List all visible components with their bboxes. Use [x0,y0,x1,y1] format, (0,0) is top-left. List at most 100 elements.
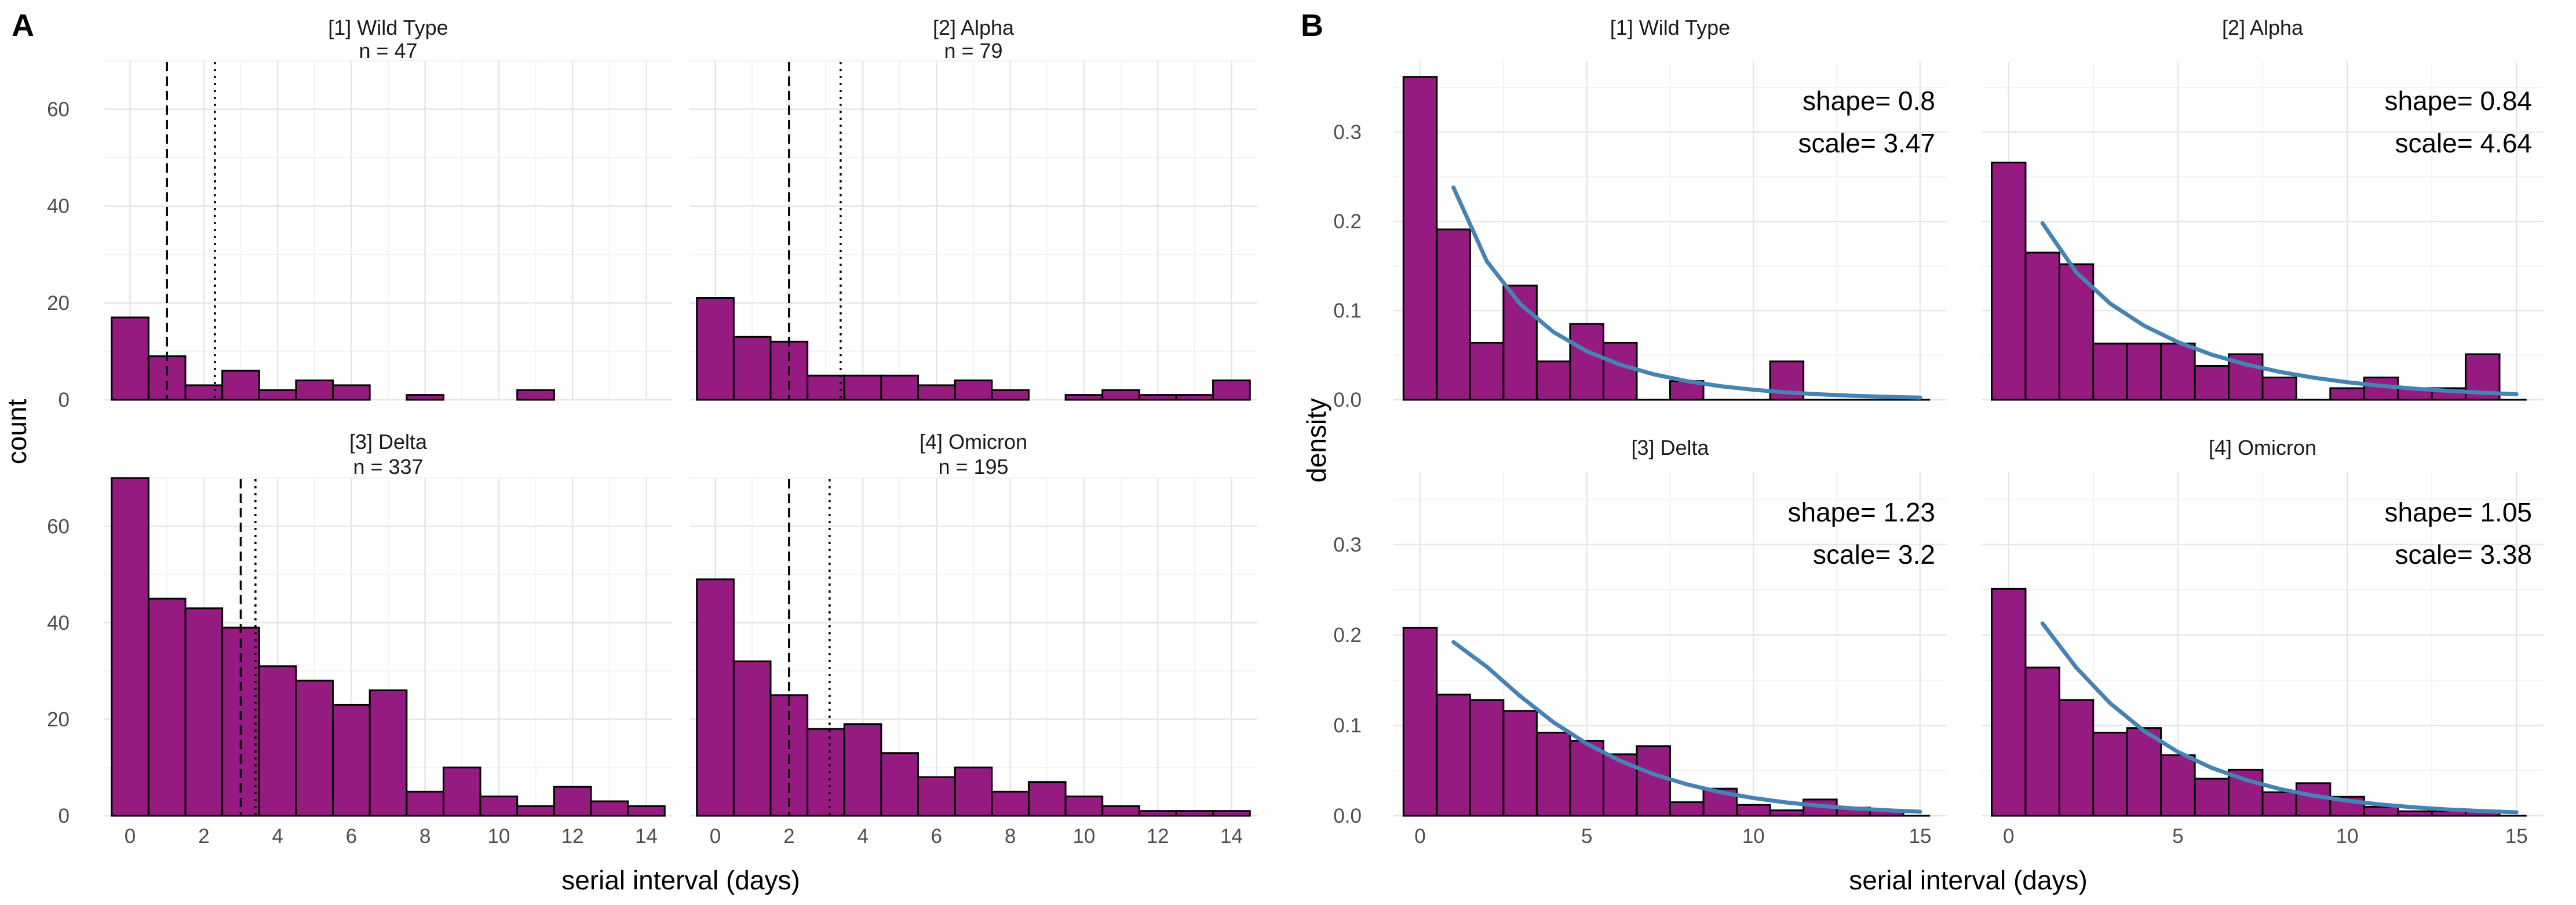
fitted-curve [2040,221,2519,396]
histogram-bar [111,477,149,817]
histogram-bar [2363,805,2399,817]
x-tick-label: 4 [272,825,283,848]
histogram-bar [1402,76,1438,401]
histogram-bar [368,689,408,817]
histogram-bar [442,767,481,817]
y-tick-label: 0.3 [1333,534,1362,556]
fitted-curve [2040,621,2519,815]
x-tick-label: 10 [487,825,510,848]
facet-b-4: shape= 1.05 scale= 3.38 [4] Omicron 0 5 10 15 [1982,436,2544,848]
facet-title: [2] Alpha [933,16,1015,39]
scale-label: scale= 3.47 [1798,128,1935,158]
x-tick-label: 6 [931,825,942,848]
x-tick-label: 6 [346,825,357,848]
histogram-bar [1101,389,1140,401]
x-tick-label: 12 [1147,825,1169,848]
x-tick-label: 10 [1742,825,1765,848]
y-tick-label: 60 [47,515,70,538]
histogram-bar [1101,805,1140,817]
x-tick-label: 0 [710,825,721,848]
shape-label: shape= 1.23 [1787,497,1935,527]
x-tick-label: 14 [1220,825,1243,848]
facet-b-1: shape= 0.8 scale= 3.47 [1] Wild Type 0.0 0.1… [1333,16,1947,411]
histogram-bar [2194,365,2230,401]
histogram-bar [1469,341,1505,401]
x-tick-label: 2 [198,825,209,848]
histogram-bar [1636,745,1672,817]
panel-b-tag: B [1301,8,1323,43]
histogram-bar [954,379,993,401]
fitted-curve [1451,185,1922,400]
histogram-bar [184,384,224,401]
histogram-bar [111,316,149,401]
histogram-bar [1175,810,1214,817]
x-axis-title: serial interval (days) [1849,865,2088,895]
shape-label: shape= 0.8 [1803,86,1935,116]
histogram-bar [2126,342,2162,401]
y-tick-label: 0.0 [1333,805,1362,827]
x-tick-label: 2 [783,825,794,848]
facet-n-label: n = 47 [359,39,417,63]
y-tick-label: 40 [47,612,70,634]
histogram-bar [406,394,444,401]
histogram-bar [954,767,993,817]
histogram-bar [553,786,592,817]
facet-title: [2] Alpha [2222,16,2304,39]
shape-label: shape= 1.05 [2384,497,2532,527]
histogram-bar [1991,587,2027,817]
facet-n-label: n = 337 [353,455,423,479]
histogram-bar [2160,754,2196,817]
histogram-bar [2092,731,2128,817]
histogram-bar [332,703,371,817]
histogram-bar [2295,782,2331,817]
x-tick-label: 5 [2172,825,2183,848]
y-tick-label: 60 [47,98,70,121]
histogram-bar [1064,795,1104,817]
histogram-bar [147,597,187,817]
facet-title: [3] Delta [349,430,428,454]
histogram-bar [1138,394,1177,401]
facet-b-2: shape= 0.84 scale= 4.64 [2] Alpha [1982,16,2544,401]
histogram-bar [1212,379,1251,401]
histogram-bar [479,795,519,817]
histogram-bar [843,374,882,401]
facet-n-label: n = 79 [944,39,1002,63]
x-tick-label: 10 [1072,825,1095,848]
scale-label: scale= 3.38 [2395,539,2532,570]
x-tick-label: 4 [857,825,868,848]
histogram-bar [1569,323,1604,401]
scale-label: scale= 3.2 [1813,539,1935,570]
x-tick-label: 15 [2505,825,2528,848]
x-tick-label: 15 [1909,825,1932,848]
y-tick-label: 20 [47,708,70,731]
histogram-bar [1436,228,1471,401]
histogram-bar [1469,699,1505,817]
y-tick-label: 20 [47,292,70,315]
y-tick-label: 0.1 [1333,714,1362,737]
y-axis-title: count [2,399,32,465]
facet-title: [4] Omicron [920,430,1027,454]
histogram-bar [295,680,334,817]
histogram-bar [696,578,735,817]
histogram-bar [732,335,772,401]
histogram-bar [258,389,297,401]
histogram-bar [2092,342,2128,401]
histogram-bar [184,607,224,817]
histogram-bar [1212,810,1251,817]
x-tick-label: 0 [2003,825,2014,848]
histogram-bar [2194,778,2230,817]
histogram-bar [2126,727,2162,817]
y-tick-label: 0.2 [1333,624,1362,647]
scale-label: scale= 4.64 [2395,128,2532,158]
x-tick-label: 0 [125,825,136,848]
histogram-bar [1502,710,1538,817]
histogram-bar [1402,626,1438,817]
chart-layer: serial interval (days) count [1] Wild Type… [2,16,2544,895]
histogram-bar [1535,360,1571,401]
histogram-bar [1736,804,1771,817]
histogram-bar [732,660,772,817]
histogram-bar [2329,387,2365,401]
y-tick-label: 0.3 [1333,121,1362,144]
